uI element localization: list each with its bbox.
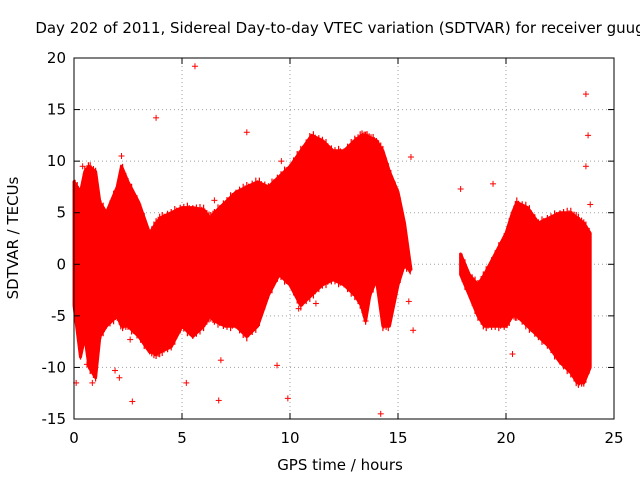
outlier-point — [585, 132, 592, 139]
plot-frame — [73, 57, 615, 420]
outlier-point — [274, 362, 281, 369]
x-tick-label: 10 — [280, 429, 299, 447]
chart-title: Day 202 of 2011, Sidereal Day-to-day VTE… — [35, 19, 640, 37]
x-tick-label: 25 — [604, 429, 623, 447]
outlier-point — [118, 152, 125, 159]
y-tick-label: -15 — [42, 410, 67, 428]
outlier-point — [215, 397, 222, 404]
outlier-point — [362, 318, 369, 325]
outlier-points — [73, 63, 594, 417]
data-region — [72, 130, 592, 388]
y-tick-label: -10 — [42, 358, 67, 376]
y-tick-label: -5 — [51, 307, 66, 325]
outlier-point — [153, 114, 160, 121]
y-tick-label: 15 — [47, 101, 66, 119]
outlier-point — [112, 367, 119, 374]
x-tick-label: 20 — [496, 429, 515, 447]
outlier-point — [284, 395, 291, 402]
outlier-point — [217, 357, 224, 364]
x-tick-label: 5 — [177, 429, 187, 447]
outlier-point — [410, 327, 417, 334]
outlier-point — [191, 63, 198, 70]
y-axis-label: SDTVAR / TECUs — [4, 176, 22, 299]
x-axis-label: GPS time / hours — [277, 456, 403, 474]
y-axis: -15 -10 -5 0 5 10 15 20 — [42, 49, 614, 428]
outlier-point — [295, 305, 302, 312]
outlier-point — [278, 158, 285, 165]
x-tick-label: 0 — [69, 429, 79, 447]
outlier-point — [127, 336, 134, 343]
y-tick-label: 5 — [56, 204, 66, 222]
outlier-point — [377, 410, 384, 417]
outlier-point — [89, 379, 96, 386]
outlier-point — [79, 163, 86, 170]
outlier-point — [248, 321, 255, 328]
outlier-point — [405, 298, 412, 305]
outlier-point — [509, 351, 516, 358]
outlier-point — [116, 374, 123, 381]
outlier-point — [183, 379, 190, 386]
outlier-point — [83, 361, 90, 368]
outlier-point — [587, 201, 594, 208]
outlier-point — [243, 129, 250, 136]
outlier-point — [407, 154, 414, 161]
outlier-point — [312, 300, 319, 307]
outlier-point — [129, 398, 136, 405]
x-tick-label: 15 — [388, 429, 407, 447]
outlier-point — [457, 185, 464, 192]
outlier-point — [490, 180, 497, 187]
outlier-point — [582, 163, 589, 170]
outlier-point — [211, 197, 218, 204]
y-tick-label: 20 — [47, 49, 66, 67]
y-tick-label: 10 — [47, 152, 66, 170]
y-tick-label: 0 — [56, 255, 66, 273]
outlier-point — [582, 91, 589, 98]
x-axis: 0 5 10 15 20 25 — [69, 58, 624, 447]
